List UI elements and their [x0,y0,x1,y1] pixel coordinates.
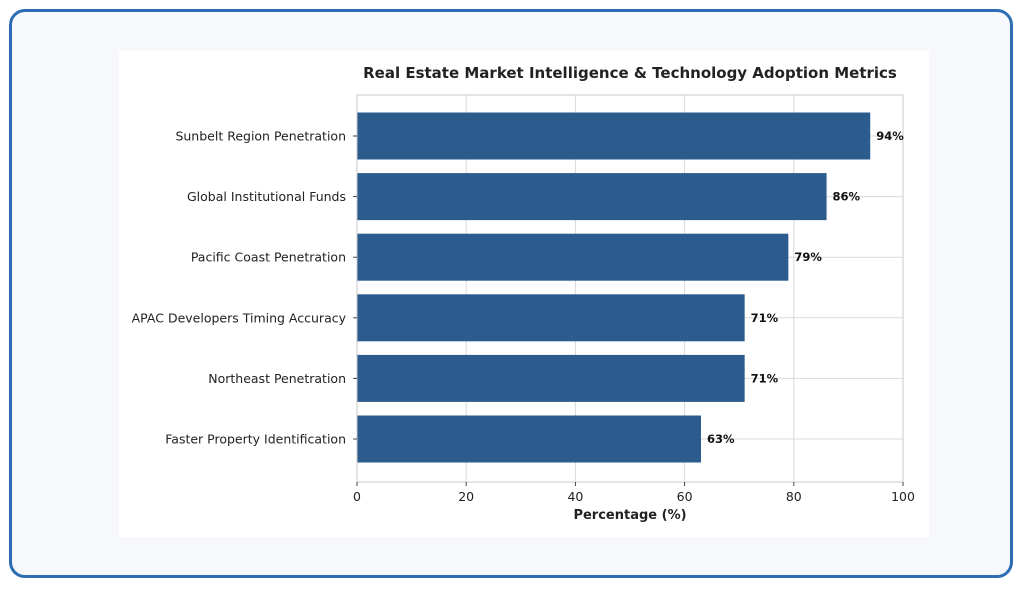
value-label: 94% [876,129,904,143]
x-tick-label: 40 [567,489,583,504]
category-label: Faster Property Identification [165,432,346,447]
value-label: 86% [833,190,861,204]
bars [357,112,871,463]
category-label: Northeast Penetration [208,371,346,386]
category-label: Sunbelt Region Penetration [175,129,346,144]
category-label: Pacific Coast Penetration [191,250,346,265]
bar [357,173,827,221]
category-label: Global Institutional Funds [187,189,346,204]
x-tick-label: 0 [353,489,361,504]
plot-frame [356,94,904,483]
bar [357,112,871,160]
x-tick-label: 20 [458,489,474,504]
chart-title: Real Estate Market Intelligence & Techno… [363,64,897,82]
category-label: APAC Developers Timing Accuracy [132,310,347,325]
bar [357,415,701,463]
bar [357,294,745,342]
value-label: 71% [751,371,779,385]
value-labels: 94% 86% 79% 71% 71% 63% [707,129,904,446]
x-axis-label: Percentage (%) [573,508,686,523]
x-tick-labels: 0 20 40 60 80 100 [353,482,915,504]
value-label: 79% [794,250,822,264]
x-tick-label: 100 [891,489,915,504]
bar [357,233,789,281]
x-tick-label: 60 [677,489,693,504]
category-labels: Sunbelt Region Penetration Global Institu… [132,129,357,447]
value-label: 71% [751,311,779,325]
bar [357,354,745,402]
value-label: 63% [707,432,735,446]
x-tick-label: 80 [786,489,802,504]
